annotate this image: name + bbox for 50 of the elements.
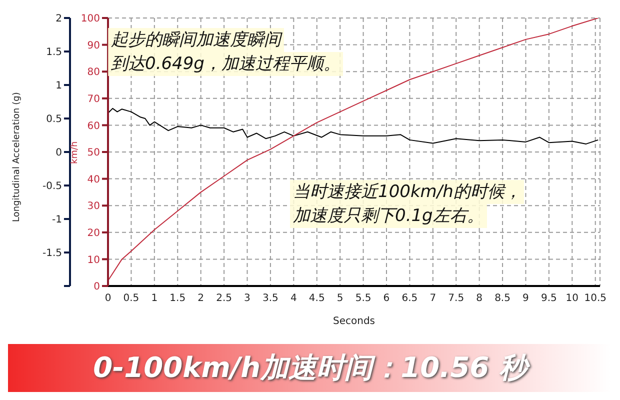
y2-tick-label: 50 bbox=[87, 148, 100, 159]
y2-tick-label: 30 bbox=[87, 201, 100, 212]
x-tick-label: 3 bbox=[244, 293, 250, 304]
y-tick-label: -1 bbox=[52, 214, 62, 226]
y2-tick-label: 60 bbox=[87, 120, 100, 132]
annotation: 当时速接近100km/h的时候， bbox=[290, 180, 524, 204]
y2-tick-label: 40 bbox=[87, 174, 100, 186]
y2-tick-label: 10 bbox=[87, 254, 100, 266]
x-tick-label: 9.5 bbox=[540, 293, 557, 304]
x-tick-label: 6 bbox=[383, 293, 390, 304]
text: 0-100km/h加速时间：10.56 秒 bbox=[8, 344, 612, 392]
y2-tick-label: 70 bbox=[87, 94, 100, 105]
annotation: 加速度只剩下0.1g左右。 bbox=[290, 204, 487, 228]
x-tick-label: 8.5 bbox=[494, 293, 510, 304]
y-tick-label: 2 bbox=[56, 14, 62, 25]
y2-tick-label: 0 bbox=[94, 282, 100, 293]
x-tick-label: 7 bbox=[430, 293, 436, 304]
x-tick-label: 6.5 bbox=[402, 293, 418, 304]
x-tick-label: 3.5 bbox=[262, 293, 278, 304]
x-tick-label: 1 bbox=[151, 293, 158, 304]
x-tick-label: 10 bbox=[566, 293, 579, 304]
y2-axis-title: km/h bbox=[70, 141, 80, 164]
x-tick-label: 4.5 bbox=[308, 293, 325, 304]
y-tick-label: 0 bbox=[56, 148, 62, 159]
annotation: 到达0.649g，加速过程平顺。 bbox=[108, 52, 344, 76]
x-tick-label: 7.5 bbox=[448, 293, 464, 304]
x-tick-label: 1.5 bbox=[170, 293, 186, 304]
x-tick-label: 9 bbox=[522, 293, 529, 304]
x-tick-label: 0.5 bbox=[123, 293, 140, 304]
y-tick-label: 0.5 bbox=[46, 114, 62, 126]
y-tick-label: 1 bbox=[56, 80, 62, 92]
y2-tick-label: 20 bbox=[87, 228, 100, 239]
line-series bbox=[108, 108, 599, 144]
y2-tick-label: 80 bbox=[87, 67, 100, 78]
x-tick-label: 2 bbox=[198, 293, 204, 304]
x-tick-label: 5 bbox=[336, 293, 344, 304]
x-tick-label: 0 bbox=[104, 293, 112, 304]
x-axis-title: Seconds bbox=[332, 316, 376, 327]
y2-tick-label: 90 bbox=[87, 40, 100, 52]
x-tick-label: 4 bbox=[290, 293, 297, 304]
y-tick-label: -0.5 bbox=[42, 181, 62, 192]
y-tick-label: 1.5 bbox=[46, 47, 62, 58]
x-tick-label: 10.5 bbox=[584, 293, 606, 304]
x-tick-label: 2.5 bbox=[216, 293, 232, 304]
y2-tick-label: 100 bbox=[80, 14, 100, 25]
y-tick-label: -1.5 bbox=[42, 248, 62, 260]
x-tick-label: 5.5 bbox=[355, 293, 372, 304]
annotation: 起步的瞬间加速度瞬间 bbox=[108, 28, 284, 52]
y-axis-title: Longitudinal Acceleration (g) bbox=[12, 92, 22, 222]
x-tick-label: 8 bbox=[476, 293, 483, 304]
